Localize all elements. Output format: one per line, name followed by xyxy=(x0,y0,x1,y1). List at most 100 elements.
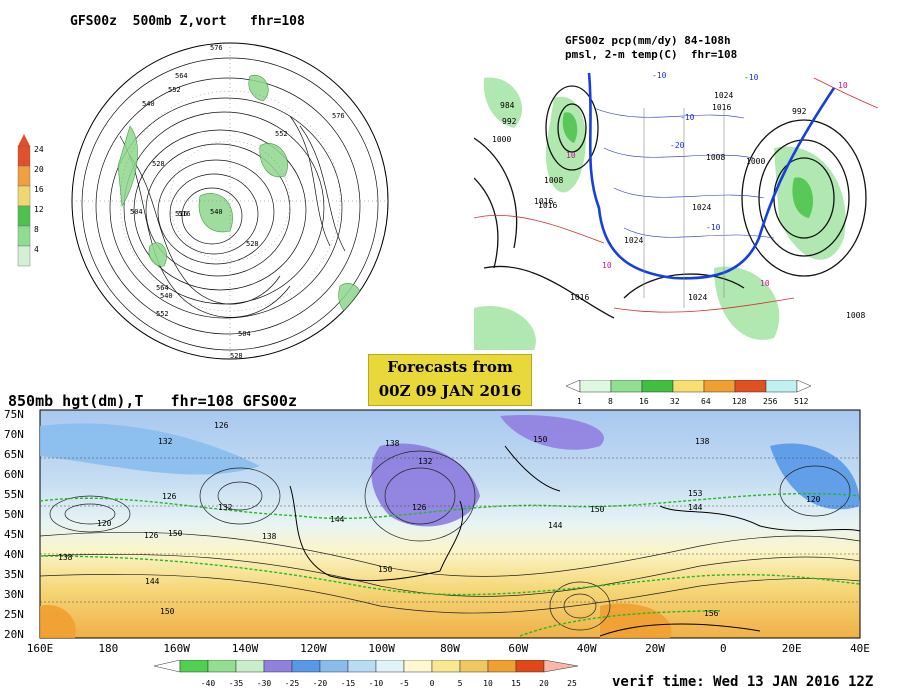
pressure-label: 1024 xyxy=(714,91,733,100)
colorbar-swatch xyxy=(703,380,736,393)
longitude-label: 60W xyxy=(508,642,528,655)
polar-contour-label: 552 xyxy=(275,130,288,138)
polar-contour-label: 576 xyxy=(332,112,345,120)
height-label: 132 xyxy=(418,457,433,466)
polar-contour-label: 528 xyxy=(230,352,243,360)
colorbar-swatch xyxy=(431,660,461,673)
forecast-line2: 00Z 09 JAN 2016 xyxy=(378,382,522,400)
colorbar-swatch xyxy=(765,380,798,393)
colorbar-right-arrow xyxy=(543,660,579,673)
colorbar-swatch xyxy=(235,660,265,673)
colorbar-swatch xyxy=(641,380,674,393)
colorbar-tick-label: 20 xyxy=(539,679,549,688)
height-label: 120 xyxy=(97,519,112,528)
pressure-label: 1000 xyxy=(492,135,511,144)
colorbar-swatch xyxy=(347,660,377,673)
colorbar-tick-label: -10 xyxy=(369,679,384,688)
height-label: 144 xyxy=(548,521,563,530)
height-label: 156 xyxy=(704,609,719,618)
polar-colorbar: 24 20 16 12 8 4 xyxy=(17,134,44,267)
longitude-label: 160W xyxy=(163,642,190,655)
latitude-label: 75N xyxy=(4,408,24,421)
panel-850-title: 850mb hgt(dm),T fhr=108 GFS00z xyxy=(8,392,297,410)
temperature-label: 10 xyxy=(602,261,612,270)
pressure-label: 992 xyxy=(792,107,807,116)
colorbar-tick-label: 32 xyxy=(670,397,680,406)
height-label: 132 xyxy=(158,437,173,446)
height-label: 150 xyxy=(533,435,548,444)
pressure-label: 1008 xyxy=(846,311,865,320)
pressure-label: 1000 xyxy=(746,157,765,166)
pressure-label: 1008 xyxy=(544,176,563,185)
polar-contour-label: 540 xyxy=(210,208,223,216)
colorbar-swatch xyxy=(179,660,209,673)
longitude-label: 180 xyxy=(98,642,118,655)
polar-contour-label: 552 xyxy=(156,310,169,318)
latitude-label: 30N xyxy=(4,588,24,601)
colorbar-swatch xyxy=(375,660,405,673)
precip-title-line1: GFS00z pcp(mm/dy) 84-108h xyxy=(565,34,731,47)
height-label: 150 xyxy=(168,529,183,538)
temperature-label: 10 xyxy=(760,279,770,288)
polar-contour-label: 528 xyxy=(246,240,259,248)
polar-contour-label: 528 xyxy=(152,160,165,168)
height-label: 120 xyxy=(806,495,821,504)
colorbar-swatch xyxy=(263,660,293,673)
polar-500mb-map: 5765645525405285165045765525405165285645… xyxy=(71,42,389,360)
polar-contour-label: 552 xyxy=(168,86,181,94)
colorbar-swatch xyxy=(672,380,705,393)
polar-contour-label: 504 xyxy=(130,208,143,216)
polar-panel-title: GFS00z 500mb Z,vort fhr=108 xyxy=(70,14,305,29)
temperature-label: -20 xyxy=(670,141,685,150)
colorbar-swatch xyxy=(17,185,31,207)
longitude-label: 100W xyxy=(368,642,395,655)
colorbar-swatch xyxy=(17,245,31,267)
colorbar-swatch xyxy=(610,380,643,393)
colorbar-swatch xyxy=(515,660,545,673)
polar-contour-label: 564 xyxy=(156,284,169,292)
colorbar-swatch xyxy=(17,205,31,227)
colorbar-tick-label: -25 xyxy=(285,679,300,688)
colorbar-tick-label: 256 xyxy=(763,397,778,406)
height-label: 144 xyxy=(688,503,703,512)
temperature-label: -10 xyxy=(706,223,721,232)
colorbar-tick-label: 10 xyxy=(483,679,493,688)
colorbar-tick-label: -5 xyxy=(399,679,409,688)
colorbar-swatch xyxy=(403,660,433,673)
colorbar-tick-label: 20 xyxy=(34,165,44,174)
colorbar-tick-label: -15 xyxy=(341,679,356,688)
precip-colorbar: 1 8 16 32 64 128 256 512 xyxy=(566,380,812,406)
colorbar-tick-label: 24 xyxy=(34,145,44,154)
precip-title-line2: pmsl, 2-m temp(C) fhr=108 xyxy=(565,48,738,61)
polar-contour-label: 516 xyxy=(175,210,188,218)
temperature-label: 10 xyxy=(566,151,576,160)
colorbar-tick-label: 15 xyxy=(511,679,521,688)
colorbar-tick-label: 64 xyxy=(701,397,711,406)
longitude-label: 40E xyxy=(850,642,870,655)
colorbar-tick-label: 1 xyxy=(577,397,582,406)
colorbar-tick-label: -20 xyxy=(313,679,328,688)
height-label: 132 xyxy=(218,503,233,512)
pressure-label: 984 xyxy=(500,101,515,110)
colorbar-tick-label: 25 xyxy=(567,679,577,688)
pressure-label: 992 xyxy=(502,117,517,126)
latitude-label: 70N xyxy=(4,428,24,441)
polar-contour-label: 516 xyxy=(178,210,191,218)
pressure-label: 1024 xyxy=(624,236,643,245)
height-label: 126 xyxy=(162,492,177,501)
height-label: 126 xyxy=(412,503,427,512)
latitude-label: 55N xyxy=(4,488,24,501)
latitude-label: 50N xyxy=(4,508,24,521)
colorbar-left-arrow xyxy=(153,660,181,673)
temperature-label: -10 xyxy=(652,71,667,80)
colorbar-top-arrow xyxy=(18,134,30,146)
height-label: 138 xyxy=(58,553,73,562)
colorbar-tick-label: 4 xyxy=(34,245,39,254)
height-label: 150 xyxy=(160,607,175,616)
colorbar-swatch xyxy=(487,660,517,673)
colorbar-tick-label: 12 xyxy=(34,205,44,214)
latitude-label: 65N xyxy=(4,448,24,461)
height-label: 150 xyxy=(590,505,605,514)
longitude-label: 140W xyxy=(232,642,259,655)
colorbar-swatch xyxy=(579,380,612,393)
